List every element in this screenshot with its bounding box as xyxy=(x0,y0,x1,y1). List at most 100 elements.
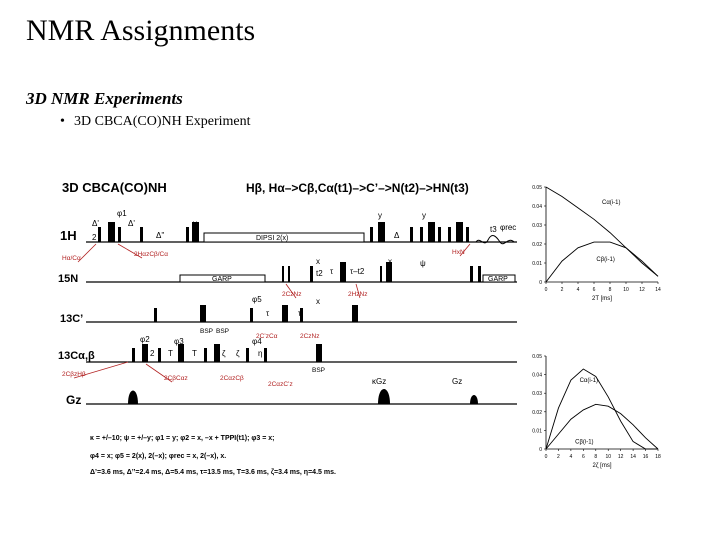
n-pulse xyxy=(478,266,481,282)
phase-line-1: κ = +/–10; ψ = +/–y; φ1 = y; φ2 = x, –x … xyxy=(90,435,275,442)
series-line xyxy=(545,241,659,283)
ca-pulse xyxy=(132,348,135,362)
x-tick-label: 12 xyxy=(618,454,624,460)
y-label-1: y xyxy=(193,219,197,228)
x-tick-label: 8 xyxy=(609,287,612,293)
T-label-1: T xyxy=(168,349,173,358)
phi1-label: φ1 xyxy=(117,209,127,218)
x-tick-label: 14 xyxy=(655,287,661,293)
series-label: Cα(i-1) xyxy=(602,200,620,206)
h-pulse xyxy=(428,222,435,242)
gradient-label-kappa: κGz xyxy=(372,377,386,386)
garp-block-2 xyxy=(482,274,516,283)
y-tick-label: 0.04 xyxy=(532,204,542,210)
n-pulses xyxy=(282,262,481,282)
dipsi-block xyxy=(203,232,365,243)
coherence-co-1: 2C’zCα xyxy=(256,333,278,340)
x-axis-label: 2ζ [ms] xyxy=(593,463,612,469)
n-pulse xyxy=(386,262,392,282)
x-tick-label: 4 xyxy=(569,454,572,460)
eta-label: η xyxy=(258,349,262,358)
arrow xyxy=(285,283,297,299)
y-tick-label: 0.01 xyxy=(532,261,542,267)
x-label-1: x xyxy=(316,257,320,266)
y-tick-label: 0.02 xyxy=(532,242,542,248)
phi2-label: φ2 xyxy=(140,335,150,344)
delta-prime-right: Δ' xyxy=(128,219,135,228)
co-pulse xyxy=(300,308,303,322)
fid-h xyxy=(475,235,515,245)
x-tick-label: 6 xyxy=(593,287,596,293)
y-tick-label: 0.05 xyxy=(532,185,542,191)
coherence-h-start: Hα/Cα xyxy=(62,255,81,262)
y-tick-label: 0.02 xyxy=(532,410,542,416)
garp-block-1 xyxy=(179,274,266,283)
zeta-label-1: ζ xyxy=(222,349,226,358)
h-pulse xyxy=(456,222,463,242)
co-pulses xyxy=(154,305,358,322)
x-tick-label: 18 xyxy=(655,454,661,460)
chart-transfer-2zeta: 0 0.01 0.02 0.03 0.04 0.05 0 2 4 6 8 10 12 14 16 18 2ζ [… xyxy=(532,354,661,469)
co-pulse xyxy=(282,305,288,322)
half-left: 2 xyxy=(92,233,97,242)
ca-pulse xyxy=(158,348,161,362)
gradient-shapes xyxy=(128,389,478,404)
coherence-ca-4: 2CαzC’z xyxy=(268,381,293,388)
delta-prime-left: Δ' xyxy=(92,219,99,228)
y-tick-label: 0 xyxy=(539,280,542,286)
h-pulse xyxy=(420,227,423,242)
bullet-item: • 3D CBCA(CO)NH Experiment xyxy=(60,114,251,130)
h-pulse xyxy=(98,227,101,242)
h-pulse xyxy=(192,222,199,242)
gradient-pulse-3 xyxy=(470,395,478,404)
h-pulse xyxy=(140,227,143,242)
arrow xyxy=(459,243,471,257)
tau-label-3: τ xyxy=(298,309,302,318)
x-tick-label: 0 xyxy=(545,454,548,460)
h-pulse xyxy=(378,222,385,242)
ca-pulse xyxy=(214,344,220,362)
delta-label: Δ xyxy=(394,231,400,240)
coherence-hn: HxN xyxy=(452,249,465,256)
bullet-marker: • xyxy=(60,114,65,129)
h-pulse xyxy=(108,222,115,242)
y-tick-label: 0.04 xyxy=(532,373,542,379)
ca-pulses xyxy=(132,344,322,362)
h-pulse xyxy=(410,227,413,242)
ca-pulse xyxy=(316,344,322,362)
transfer-pathway: Hβ, Hα–>Cβ,Cα(t1)–>C’–>N(t2)–>HN(t3) xyxy=(246,181,469,195)
coherence-cn-1: 2CzNz xyxy=(282,291,302,298)
t1-half-label: 2 xyxy=(150,349,155,358)
x-tick-label: 8 xyxy=(594,454,597,460)
co-pulse xyxy=(352,305,358,322)
tau-label-2: τ xyxy=(266,309,270,318)
coherence-h-cross: 2HαzCβ/Cα xyxy=(134,251,168,258)
phi3-label: φ3 xyxy=(174,337,184,346)
n-pulse xyxy=(340,262,346,282)
x-tick-label: 2 xyxy=(557,454,560,460)
bsp-label-3: BSP xyxy=(312,367,325,374)
tau-minus-t2: τ–t2 xyxy=(350,267,365,276)
y-tick-label: 0.01 xyxy=(532,428,542,434)
bsp-label-1: BSP xyxy=(200,328,213,335)
gradient-pulse-2 xyxy=(378,389,390,404)
phase-line-3: Δ’=3.6 ms, Δ’’=2.4 ms, Δ=5.4 ms, τ=13.5 … xyxy=(90,469,336,476)
n-pulse xyxy=(380,266,382,282)
slide-title: NMR Assignments xyxy=(26,14,256,47)
phase-line-2: φ4 = x; φ5 = 2(x), 2(–x); φrec = x, 2(–x… xyxy=(90,453,226,460)
channel-label-ca: 13Cα,β xyxy=(58,350,95,362)
x-tick-label: 12 xyxy=(639,287,645,293)
zeta-label-2: ζ xyxy=(236,349,240,358)
coherence-ca-3: 2CαzCβ xyxy=(220,375,244,382)
x-tick-label: 10 xyxy=(605,454,611,460)
gradient-label: Gz xyxy=(452,377,462,386)
ca-pulse xyxy=(264,348,267,362)
ca-pulse xyxy=(178,344,184,362)
ca-pulse xyxy=(204,348,207,362)
series-line xyxy=(545,403,659,450)
n-pulse xyxy=(282,266,284,282)
x-tick-label: 2 xyxy=(561,287,564,293)
phi4-label: φ4 xyxy=(252,337,262,346)
x-axis-label: 2T [ms] xyxy=(592,296,612,302)
bullet-text: 3D CBCA(CO)NH Experiment xyxy=(74,114,251,129)
